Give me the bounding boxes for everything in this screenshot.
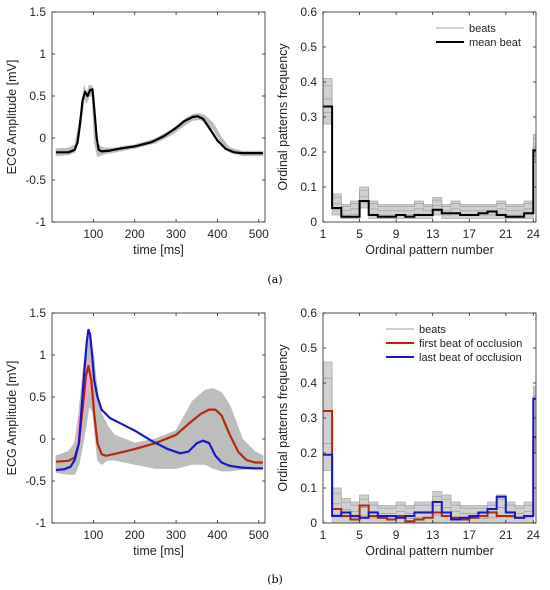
chart-a-left: 100 200 300 400 500 -1 -0.5 0 0.5 1 1.5 time [ms] EC… <box>5 5 269 257</box>
x-tick-label: 1 <box>320 528 327 542</box>
beats-stair-0 <box>323 112 536 216</box>
x-tick-label: 9 <box>393 227 400 241</box>
x-tick-label: 5 <box>356 227 363 241</box>
last-beat-of-occlusion-line <box>55 328 263 472</box>
x-tick-label: 100 <box>83 528 103 542</box>
subfigure-caption: (b) <box>267 573 283 586</box>
beats-band-0 <box>55 332 264 475</box>
y-tick-label: 0.1 <box>300 180 317 194</box>
x-axis-label: Ordinal pattern number <box>365 243 494 257</box>
x-tick-label: 17 <box>463 227 477 241</box>
x-tick-label: 17 <box>463 528 477 542</box>
x-tick-label: 300 <box>166 227 186 241</box>
y-tick-label: 0.2 <box>300 446 317 460</box>
chart-b-left: 100 200 300 400 500 -1 -0.5 0 0.5 1 1.5 time [ms] EC… <box>5 306 269 558</box>
y-tick-label: 1 <box>39 348 46 362</box>
x-tick-label: 300 <box>166 528 186 542</box>
y-tick-label: 0.6 <box>300 5 317 19</box>
y-tick-label: -0.5 <box>25 474 46 488</box>
y-tick-label: 0.4 <box>300 376 317 390</box>
y-tick-label: 0 <box>39 432 46 446</box>
x-tick-label: 13 <box>426 227 440 241</box>
y-tick-label: -1 <box>35 516 46 530</box>
x-tick-label: 400 <box>207 528 227 542</box>
y-axis-label: Ordinal patterns frequency <box>276 344 290 492</box>
plot-area <box>323 78 536 219</box>
y-tick-label: -1 <box>35 215 46 229</box>
y-tick-label: -0.5 <box>25 173 46 187</box>
legend-label: beats <box>419 324 446 336</box>
x-tick-label: 400 <box>207 227 227 241</box>
y-tick-label: 1.5 <box>29 306 46 320</box>
legend: beats mean beat <box>432 18 532 52</box>
x-tick-label: 200 <box>125 528 145 542</box>
x-axis-label: Ordinal pattern number <box>365 544 494 558</box>
beats-stair-1 <box>323 98 536 212</box>
y-tick-label: 0.5 <box>300 341 317 355</box>
beats-stair-2 <box>323 84 536 207</box>
legend-label: first beat of occlusion <box>419 338 522 350</box>
axes-box <box>51 312 266 524</box>
y-tick-label: 0 <box>310 215 317 229</box>
x-tick-label: 24 <box>527 528 541 542</box>
y-tick-label: 0 <box>310 516 317 530</box>
last-beat-of-occlusion-stairs <box>323 397 536 521</box>
x-tick-label: 500 <box>249 528 269 542</box>
x-tick-label: 9 <box>393 528 400 542</box>
x-tick-label: 5 <box>356 528 363 542</box>
y-axis-label: ECG Amplitude [mV] <box>5 60 19 175</box>
x-axis-label: time [ms] <box>133 544 184 558</box>
chart-a-right: 1 5 9 13 17 21 24 0 0.1 0.2 0.3 0.4 0.5 0.6 Ordinal pa… <box>276 5 540 257</box>
legend-label: last beat of occlusion <box>419 352 522 364</box>
legend-box <box>432 18 532 52</box>
legend-label: mean beat <box>469 37 521 49</box>
plot-area <box>55 328 264 475</box>
x-tick-label: 1 <box>320 227 327 241</box>
chart-b-right: 1 5 9 13 17 21 24 0 0.1 0.2 0.3 0.4 0.5 0.6 Ordinal pa… <box>276 306 540 558</box>
beats-stair-2 <box>323 377 536 509</box>
plot-area <box>55 84 264 158</box>
x-tick-label: 200 <box>125 227 145 241</box>
y-tick-label: 0.3 <box>300 110 317 124</box>
x-tick-label: 500 <box>249 227 269 241</box>
y-tick-label: 1 <box>39 47 46 61</box>
y-tick-label: 0.6 <box>300 306 317 320</box>
y-tick-label: 0.5 <box>300 40 317 54</box>
y-tick-label: 0 <box>39 131 46 145</box>
x-axis-label: time [ms] <box>133 243 184 257</box>
beats-band <box>323 78 536 219</box>
axes-box <box>51 11 266 223</box>
y-tick-label: 0.4 <box>300 75 317 89</box>
y-tick-label: 0.5 <box>29 89 46 103</box>
x-tick-label: 21 <box>499 227 513 241</box>
x-tick-label: 24 <box>527 227 541 241</box>
first-beat-of-occlusion-line <box>56 364 263 464</box>
mean-beat-stairs <box>323 105 536 218</box>
mean-beat-line <box>56 88 263 155</box>
y-tick-label: 1.5 <box>29 5 46 19</box>
x-tick-label: 13 <box>426 528 440 542</box>
y-tick-label: 0.2 <box>300 145 317 159</box>
y-axis-label: Ordinal patterns frequency <box>276 43 290 191</box>
x-tick-label: 21 <box>499 528 513 542</box>
subfigure-caption: (a) <box>267 273 282 286</box>
first-beat-of-occlusion-stairs <box>323 410 536 523</box>
plot-area <box>323 361 536 523</box>
x-tick-label: 100 <box>83 227 103 241</box>
y-tick-label: 0.3 <box>300 411 317 425</box>
legend-label: beats <box>469 23 496 35</box>
y-tick-label: 0.5 <box>29 390 46 404</box>
y-axis-label: ECG Amplitude [mV] <box>5 361 19 476</box>
legend: beats first beat of occlusion last beat of… <box>382 319 532 367</box>
y-tick-label: 0.1 <box>300 481 317 495</box>
